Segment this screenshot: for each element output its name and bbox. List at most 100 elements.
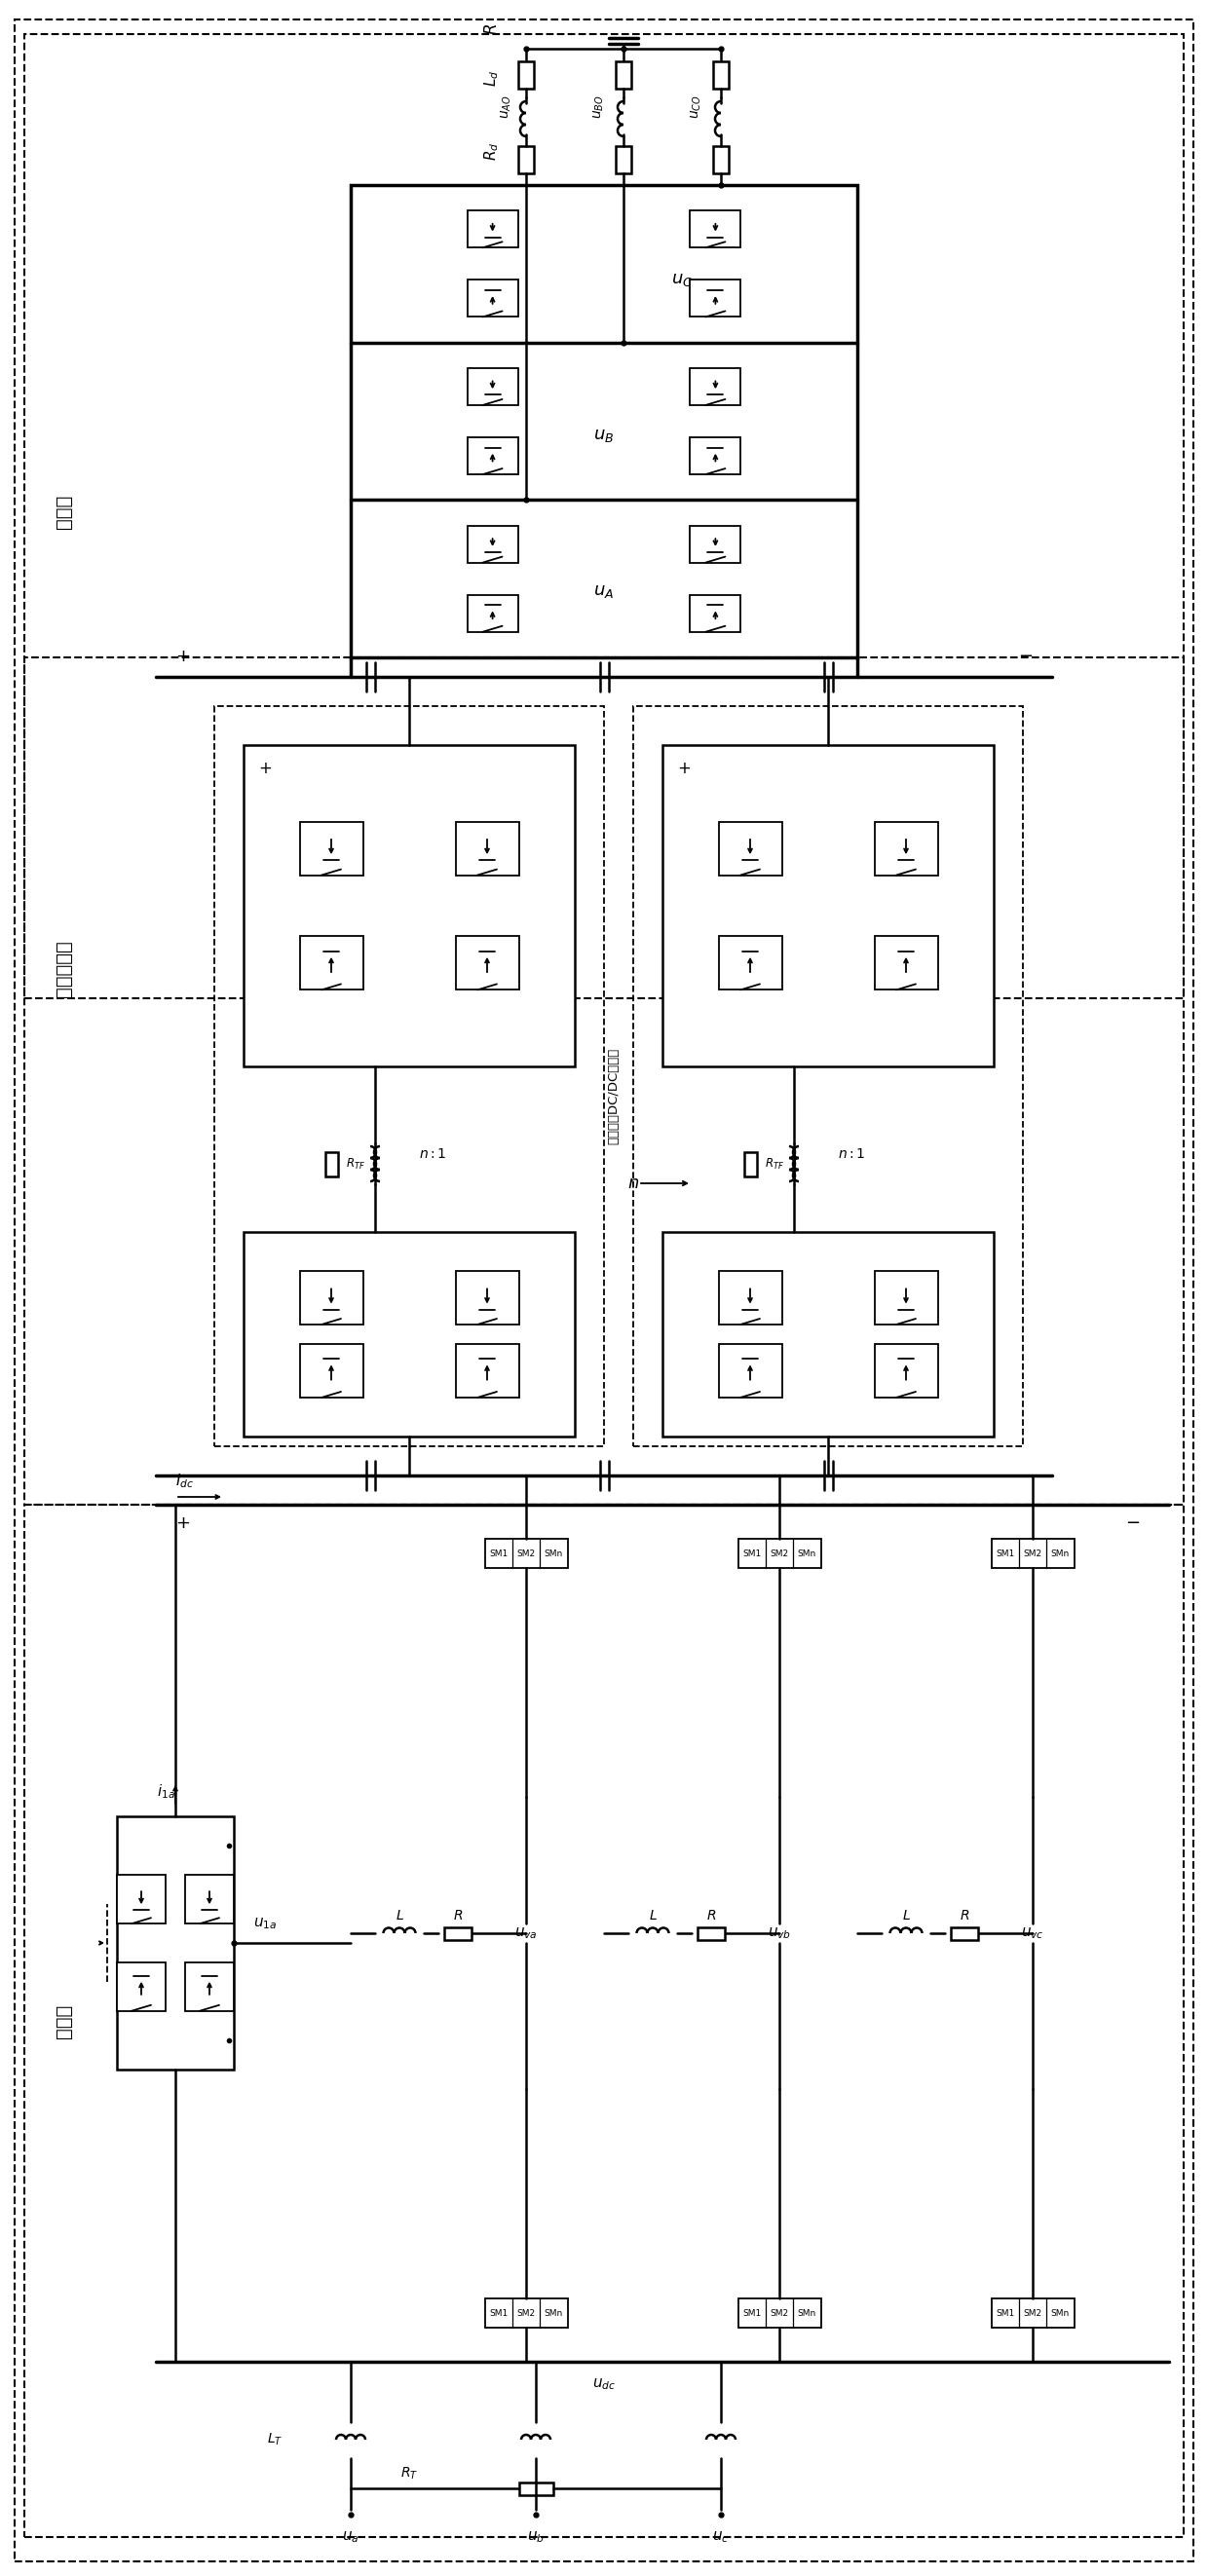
Text: $R_T$: $R_T$ xyxy=(400,2465,418,2481)
Bar xyxy=(875,935,937,989)
Text: SM2: SM2 xyxy=(517,1548,535,1558)
Text: SM1: SM1 xyxy=(995,2308,1015,2318)
Text: $L_d$: $L_d$ xyxy=(483,70,501,88)
Text: $u_{dc}$: $u_{dc}$ xyxy=(592,2375,616,2391)
Bar xyxy=(185,1875,234,1924)
Bar xyxy=(518,62,534,88)
Text: $u_b$: $u_b$ xyxy=(527,2530,545,2545)
Text: $L$: $L$ xyxy=(395,1909,403,1922)
Text: $R$: $R$ xyxy=(453,1909,463,1922)
Text: $R$: $R$ xyxy=(959,1909,970,1922)
Bar xyxy=(875,822,937,876)
Text: 中间隔离级: 中间隔离级 xyxy=(54,940,72,997)
Text: SM1: SM1 xyxy=(489,2308,507,2318)
Text: SMn: SMn xyxy=(1051,2308,1069,2318)
Bar xyxy=(875,1270,937,1324)
Text: SMn: SMn xyxy=(1051,1548,1069,1558)
Bar xyxy=(690,595,741,631)
Bar xyxy=(616,62,632,88)
Bar xyxy=(325,1151,337,1177)
Text: $u_{va}$: $u_{va}$ xyxy=(515,1927,538,1940)
Bar xyxy=(455,1270,518,1324)
Bar xyxy=(662,1231,994,1437)
Bar xyxy=(713,62,728,88)
Bar xyxy=(744,1151,756,1177)
Text: $u_{1a}$: $u_{1a}$ xyxy=(254,1917,277,1932)
Bar xyxy=(117,1875,165,1924)
Bar xyxy=(697,1927,725,1940)
Bar xyxy=(518,147,534,173)
Text: SMn: SMn xyxy=(545,1548,563,1558)
Bar xyxy=(300,1345,362,1399)
Text: SM1: SM1 xyxy=(489,1548,507,1558)
Text: 有源双桥DC/DC变换器: 有源双桥DC/DC变换器 xyxy=(608,1048,620,1144)
Bar xyxy=(117,1963,165,2012)
Bar xyxy=(455,935,518,989)
Bar xyxy=(24,33,1184,999)
Text: $R_d$: $R_d$ xyxy=(483,142,501,160)
Text: SM1: SM1 xyxy=(743,1548,761,1558)
Bar xyxy=(484,1538,568,1569)
Text: $u_C$: $u_C$ xyxy=(672,270,692,289)
Bar xyxy=(690,211,741,247)
Bar xyxy=(24,657,1184,1504)
Text: SM2: SM2 xyxy=(1023,1548,1043,1558)
Text: $u_{vc}$: $u_{vc}$ xyxy=(1021,1927,1044,1940)
Text: SMn: SMn xyxy=(797,2308,817,2318)
Text: $u_B$: $u_B$ xyxy=(593,428,615,443)
Text: $R_{TF}$: $R_{TF}$ xyxy=(765,1157,784,1172)
Text: $u_{AO}$: $u_{AO}$ xyxy=(500,95,513,118)
Text: $u_{vb}$: $u_{vb}$ xyxy=(767,1927,791,1940)
Text: SM2: SM2 xyxy=(769,2308,789,2318)
Bar xyxy=(738,2298,820,2329)
Bar xyxy=(185,1963,234,2012)
Bar xyxy=(455,822,518,876)
Bar xyxy=(719,822,782,876)
Text: SM1: SM1 xyxy=(995,1548,1015,1558)
Bar xyxy=(467,438,518,474)
Bar xyxy=(616,147,632,173)
Text: +: + xyxy=(676,760,691,778)
Bar xyxy=(455,1345,518,1399)
Bar xyxy=(633,706,1023,1445)
Bar xyxy=(24,1504,1184,2537)
Text: 输入级: 输入级 xyxy=(54,2004,72,2038)
Text: SM1: SM1 xyxy=(743,2308,761,2318)
Text: $L_T$: $L_T$ xyxy=(267,2432,283,2447)
Text: $u_A$: $u_A$ xyxy=(593,582,615,600)
Bar xyxy=(244,744,575,1066)
Bar xyxy=(467,368,518,404)
Text: SM2: SM2 xyxy=(1023,2308,1043,2318)
Text: $L$: $L$ xyxy=(901,1909,911,1922)
Bar xyxy=(467,281,518,317)
Bar xyxy=(445,1927,471,1940)
Text: $u_{BO}$: $u_{BO}$ xyxy=(592,95,606,118)
Bar xyxy=(951,1927,978,1940)
Text: 输出级: 输出级 xyxy=(54,495,72,528)
Text: $I_{dc}$: $I_{dc}$ xyxy=(175,1471,193,1489)
Bar xyxy=(992,2298,1074,2329)
Bar xyxy=(117,1816,234,2069)
Text: SM2: SM2 xyxy=(769,1548,789,1558)
Text: $u_a$: $u_a$ xyxy=(342,2530,359,2545)
Bar xyxy=(719,935,782,989)
Bar xyxy=(300,935,362,989)
Bar xyxy=(992,1538,1074,1569)
Bar xyxy=(875,1345,937,1399)
Bar xyxy=(690,438,741,474)
Bar xyxy=(300,1270,362,1324)
Bar xyxy=(690,281,741,317)
Text: SM2: SM2 xyxy=(517,2308,535,2318)
Text: SMn: SMn xyxy=(797,1548,817,1558)
Bar xyxy=(467,211,518,247)
Text: −: − xyxy=(1125,1515,1140,1533)
Text: $R_{TF}$: $R_{TF}$ xyxy=(345,1157,365,1172)
Text: −: − xyxy=(1018,647,1033,665)
Text: SMn: SMn xyxy=(545,2308,563,2318)
Bar xyxy=(690,368,741,404)
Text: $R$: $R$ xyxy=(707,1909,716,1922)
Text: $L$: $L$ xyxy=(649,1909,657,1922)
Bar xyxy=(467,526,518,562)
Bar xyxy=(738,1538,820,1569)
Bar xyxy=(690,526,741,562)
